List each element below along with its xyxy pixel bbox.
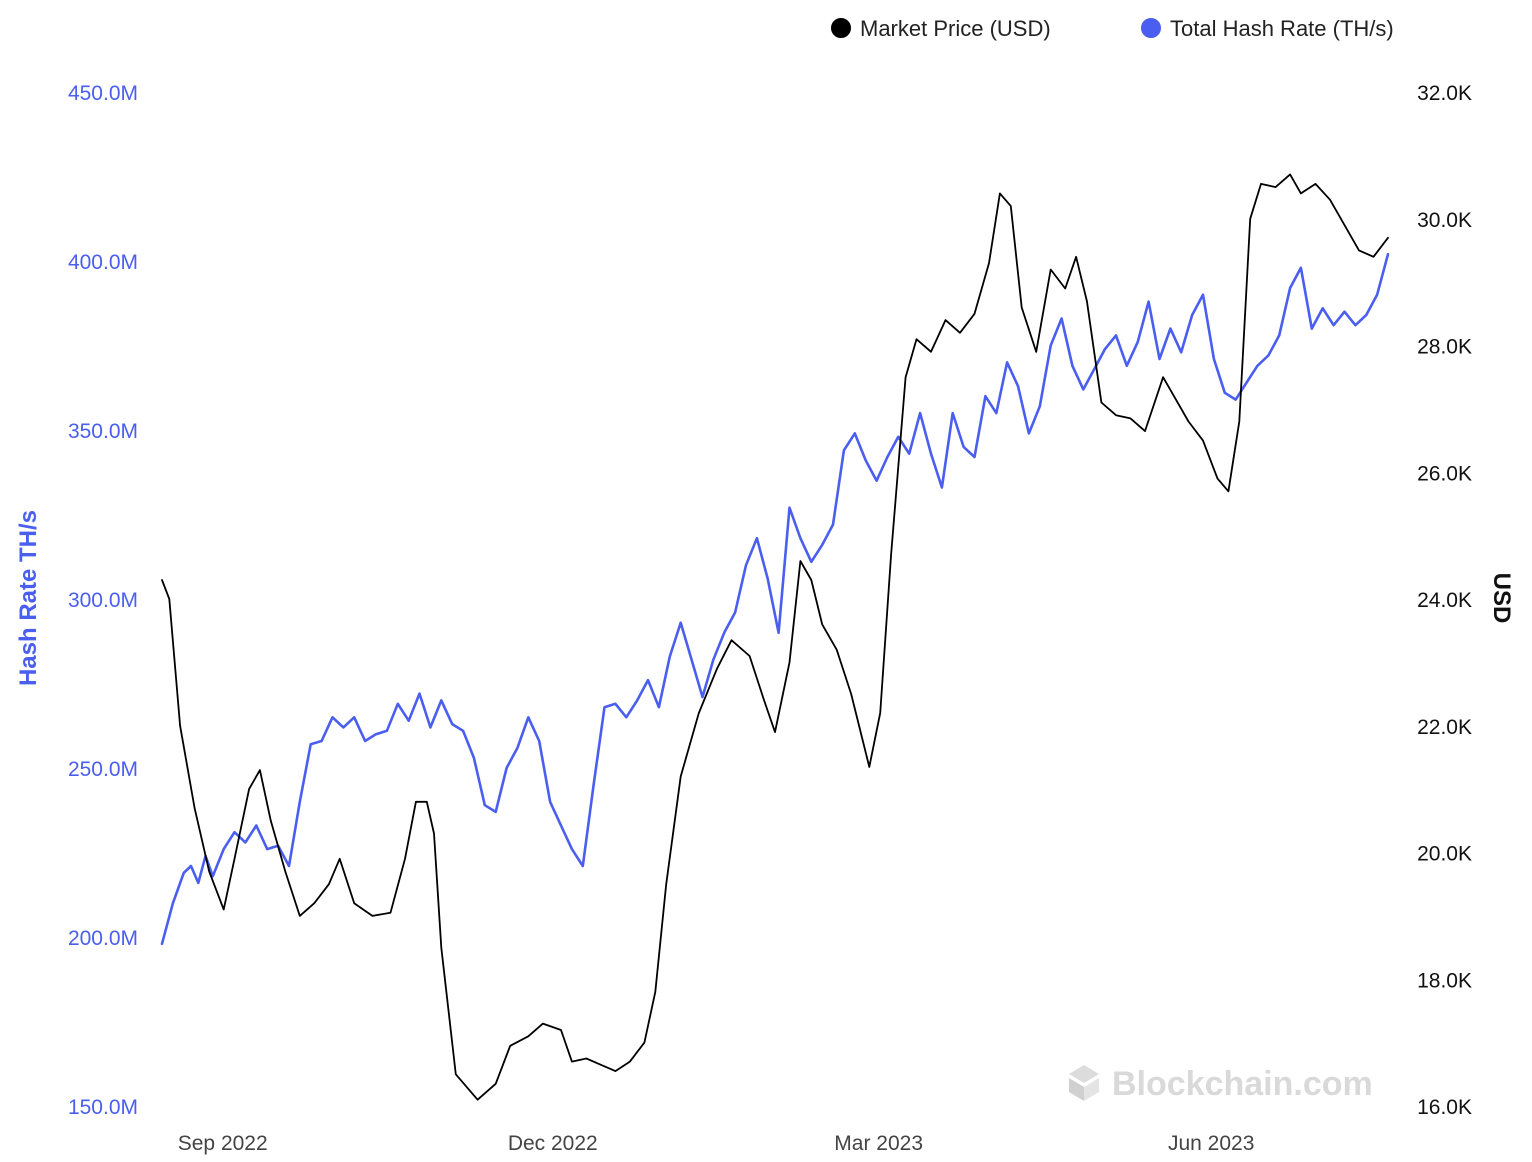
legend-item-hash-rate[interactable]: Total Hash Rate (TH/s) xyxy=(1139,16,1394,41)
y-left-tick-label: 150.0M xyxy=(68,1096,138,1119)
x-tick-label: Dec 2022 xyxy=(508,1132,598,1155)
y-right-tick-label: 30.0K xyxy=(1417,209,1472,232)
blockchain-logo-icon xyxy=(1069,1065,1099,1101)
y-right-tick-label: 16.0K xyxy=(1417,1096,1472,1119)
x-tick-label: Jun 2023 xyxy=(1168,1132,1254,1155)
series-line-price[interactable] xyxy=(161,173,1389,1101)
y-left-tick-label: 300.0M xyxy=(68,589,138,612)
y-right-tick-label: 28.0K xyxy=(1417,336,1472,359)
series-layer xyxy=(160,173,1390,1101)
y-left-axis-title: Hash Rate TH/s xyxy=(15,510,42,686)
x-axis: Sep 2022 Dec 2022 Mar 2023 Jun 2023 xyxy=(178,1132,1255,1155)
watermark: Blockchain.com xyxy=(1069,1065,1373,1103)
y-right-axis-title: USD xyxy=(1488,573,1515,624)
y-left-tick-label: 250.0M xyxy=(68,758,138,781)
y-left-tick-label: 450.0M xyxy=(68,82,138,105)
legend: Market Price (USD) Total Hash Rate (TH/s… xyxy=(829,16,1394,41)
y-right-tick-label: 18.0K xyxy=(1417,969,1472,992)
legend-marker-hash-rate xyxy=(1139,16,1163,40)
legend-item-price[interactable]: Market Price (USD) xyxy=(829,16,1051,41)
legend-label-hash-rate: Total Hash Rate (TH/s) xyxy=(1170,16,1394,41)
series-line-hash-rate[interactable] xyxy=(160,252,1390,946)
x-tick-label: Mar 2023 xyxy=(834,1132,923,1155)
legend-marker-price xyxy=(829,16,853,40)
y-right-tick-label: 22.0K xyxy=(1417,716,1472,739)
watermark-text: Blockchain.com xyxy=(1112,1065,1373,1103)
x-tick-label: Sep 2022 xyxy=(178,1132,268,1155)
y-left-tick-label: 200.0M xyxy=(68,927,138,950)
y-right-tick-label: 20.0K xyxy=(1417,843,1472,866)
y-left-axis: 450.0M 400.0M 350.0M 300.0M 250.0M 200.0M 150.… xyxy=(68,82,138,1119)
y-right-tick-label: 24.0K xyxy=(1417,589,1472,612)
y-left-tick-label: 350.0M xyxy=(68,420,138,443)
y-right-tick-label: 32.0K xyxy=(1417,82,1472,105)
y-right-axis: 32.0K 30.0K 28.0K 26.0K 24.0K 22.0K 20.0K 18.0K… xyxy=(1417,82,1472,1119)
legend-label-price: Market Price (USD) xyxy=(860,16,1051,41)
y-left-tick-label: 400.0M xyxy=(68,251,138,274)
y-right-tick-label: 26.0K xyxy=(1417,462,1472,485)
